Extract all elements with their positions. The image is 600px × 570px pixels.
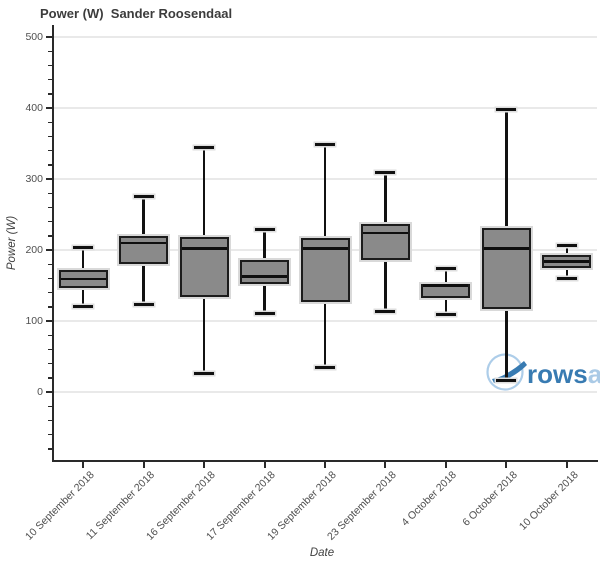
whisker-cap-low-2	[194, 372, 215, 376]
x-tick-3	[263, 462, 266, 468]
y-minor-tick--40	[48, 419, 53, 422]
x-axis-title: Date	[309, 547, 335, 559]
median-8	[544, 260, 590, 263]
y-minor-tick-420	[48, 93, 53, 95]
y-minor-tick-240	[48, 220, 53, 223]
y-minor-tick-460	[48, 64, 53, 67]
y-axis-title: Power (W)	[6, 215, 18, 271]
median-5	[362, 231, 408, 235]
x-tick-label: 6 October 2018	[460, 469, 520, 529]
y-tick-label-400: 400	[25, 101, 43, 114]
y-minor-tick-80	[48, 334, 53, 337]
y-minor-tick-320	[48, 164, 53, 166]
median-6	[423, 284, 469, 287]
x-axis-line	[52, 460, 598, 462]
x-tick-4	[324, 462, 326, 468]
whisker-cap-high-1	[133, 194, 154, 198]
median-7	[483, 247, 529, 250]
whisker-cap-low-3	[254, 311, 275, 315]
whisker-cap-high-6	[435, 267, 456, 271]
y-tick-label-200: 200	[25, 243, 43, 256]
rowsandall-logo-icon	[486, 353, 527, 391]
x-tick-7	[505, 462, 508, 468]
whisker-cap-low-8	[556, 277, 577, 280]
y-minor-tick-20	[48, 377, 53, 379]
box-7	[481, 227, 531, 310]
y-minor-tick-180	[48, 263, 53, 266]
whisker-cap-high-5	[375, 171, 396, 175]
x-tick-6	[444, 462, 447, 468]
y-minor-tick-340	[48, 149, 53, 152]
whisker-cap-low-6	[435, 312, 456, 316]
y-tick-500	[46, 36, 53, 39]
watermark-text: rowsar	[527, 359, 600, 390]
whisker-cap-high-4	[315, 142, 335, 146]
y-minor-tick-160	[48, 277, 53, 280]
x-tick-1	[142, 462, 145, 468]
y-minor-tick-280	[48, 192, 53, 195]
median-1	[121, 241, 167, 245]
whisker-cap-high-2	[194, 145, 215, 149]
y-axis-line	[52, 25, 54, 462]
y-tick-300	[46, 178, 53, 181]
y-tick-400	[46, 107, 53, 110]
y-minor-tick-220	[48, 235, 53, 237]
x-tick-5	[384, 462, 387, 468]
box-3	[240, 260, 290, 284]
y-minor-tick--80	[48, 448, 53, 450]
y-minor-tick-440	[48, 78, 53, 81]
x-tick-label: 23 September 2018	[325, 469, 399, 543]
x-tick-0	[82, 462, 85, 468]
whisker-cap-low-5	[375, 310, 396, 314]
whisker-cap-low-4	[315, 366, 335, 370]
x-tick-8	[565, 462, 568, 468]
median-2	[181, 247, 227, 250]
x-tick-label: 10 October 2018	[516, 469, 581, 533]
y-minor-tick-140	[48, 291, 53, 294]
plot-area	[53, 25, 597, 461]
median-3	[242, 275, 288, 278]
y-minor-tick-360	[48, 135, 53, 138]
box-5	[360, 224, 410, 261]
y-minor-tick-380	[48, 121, 53, 124]
y-tick-label-100: 100	[25, 314, 43, 327]
whisker-cap-high-0	[73, 245, 94, 249]
x-tick-2	[203, 462, 206, 468]
chart-title: Power (W) Sander Roosendaal	[40, 6, 233, 21]
watermark-text-primary: rows	[527, 359, 588, 389]
gridline-y-0	[53, 391, 597, 393]
whisker-cap-low-1	[133, 303, 154, 307]
box-2	[179, 237, 229, 298]
whisker-cap-high-7	[496, 108, 517, 111]
y-minor-tick--60	[48, 433, 53, 436]
median-4	[302, 247, 348, 250]
median-0	[60, 277, 106, 281]
y-minor-tick-120	[48, 306, 53, 308]
whisker-cap-high-3	[254, 228, 275, 231]
y-minor-tick-60	[48, 348, 53, 351]
whisker-cap-low-0	[73, 305, 94, 309]
y-tick-label-500: 500	[25, 30, 43, 43]
gridline-y-500	[53, 36, 597, 38]
y-minor-tick-40	[48, 362, 53, 365]
y-tick-label-0: 0	[37, 385, 43, 398]
y-minor-tick-480	[48, 50, 53, 53]
box-1	[119, 236, 169, 264]
whisker-cap-high-8	[556, 244, 577, 248]
y-tick-label-300: 300	[25, 172, 43, 185]
gridline-y-400	[53, 107, 597, 109]
y-tick-200	[46, 249, 53, 252]
x-tick-label: 4 October 2018	[399, 469, 460, 529]
whisker-cap-low-7	[496, 378, 517, 382]
y-minor-tick-260	[48, 206, 53, 209]
y-minor-tick--20	[48, 405, 53, 408]
y-tick-0	[46, 391, 53, 394]
y-tick-100	[46, 320, 53, 323]
watermark-text-secondary: ar	[587, 359, 600, 389]
